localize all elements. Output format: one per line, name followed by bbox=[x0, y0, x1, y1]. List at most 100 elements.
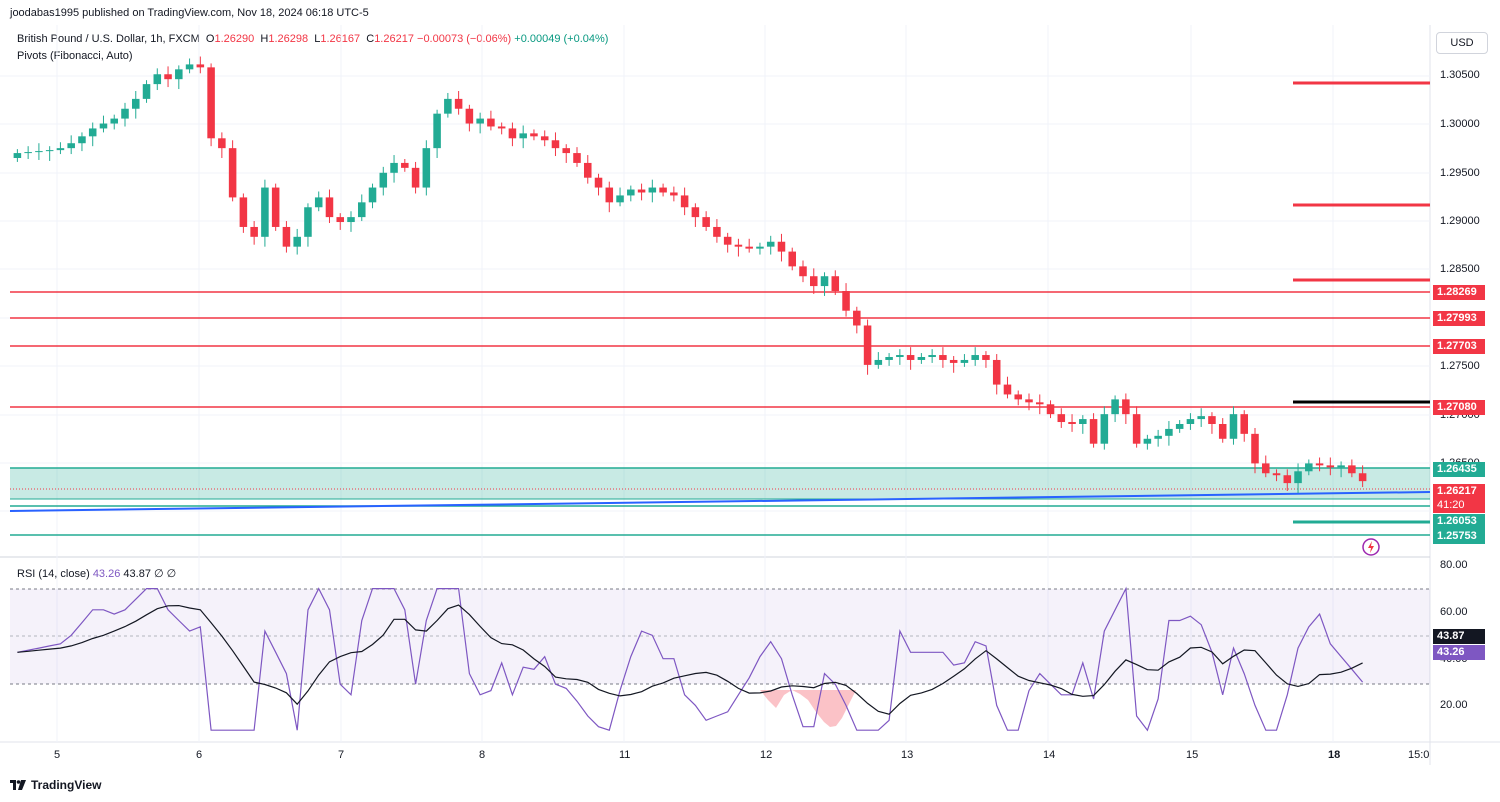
symbol-name[interactable]: British Pound / U.S. Dollar, 1h, FXCM bbox=[17, 33, 200, 45]
candle-down bbox=[853, 310, 861, 326]
candle-up bbox=[304, 207, 312, 237]
candle-down bbox=[1240, 414, 1249, 434]
candle-up bbox=[261, 187, 269, 237]
candle-down bbox=[1003, 384, 1012, 395]
candle-up bbox=[347, 217, 355, 223]
candle-down bbox=[239, 197, 248, 227]
candle-down bbox=[831, 276, 840, 291]
candle-down bbox=[164, 74, 172, 80]
close-label: C bbox=[366, 33, 375, 45]
candle-down bbox=[1014, 394, 1023, 400]
rsi-ma-value: 43.87 bbox=[123, 568, 151, 580]
candle-down bbox=[1046, 404, 1055, 415]
candle-down bbox=[809, 276, 818, 287]
candle-up bbox=[56, 148, 65, 151]
candle-down bbox=[487, 118, 495, 127]
candle-down bbox=[863, 325, 872, 365]
candle-up bbox=[960, 359, 969, 363]
candle-down bbox=[573, 153, 581, 163]
tradingview-logo-icon bbox=[10, 780, 26, 790]
candle-down bbox=[1251, 433, 1259, 464]
candle-up bbox=[142, 84, 151, 99]
publisher-credit: joodabas1995 published on TradingView.co… bbox=[10, 7, 369, 19]
rsi-ma-tag: 43.87 bbox=[1433, 629, 1485, 644]
time-label: 14 bbox=[1043, 749, 1056, 761]
candle-down bbox=[788, 251, 797, 267]
candle-down bbox=[1208, 416, 1216, 424]
price-tick: 1.29000 bbox=[1440, 215, 1480, 227]
price-tag-resistance: 1.27993 bbox=[1433, 311, 1485, 326]
candle-up bbox=[627, 189, 635, 196]
price-tick: 1.27500 bbox=[1440, 360, 1480, 372]
price-gridlines bbox=[0, 75, 1430, 512]
time-label: 5 bbox=[54, 749, 61, 761]
candle-up bbox=[45, 150, 54, 152]
candle-up bbox=[519, 133, 527, 139]
low-value: 1.26167 bbox=[320, 33, 361, 45]
candle-down bbox=[336, 217, 345, 223]
rsi-legend[interactable]: RSI (14, close) 43.26 43.87 ∅ ∅ bbox=[17, 567, 176, 580]
rsi-tick: 80.00 bbox=[1440, 559, 1468, 571]
candle-down bbox=[680, 195, 689, 208]
candle-up bbox=[88, 128, 97, 137]
candle-up bbox=[433, 113, 441, 149]
candle-down bbox=[454, 98, 463, 109]
candle-down bbox=[594, 177, 603, 188]
tradingview-brand: TradingView bbox=[31, 778, 102, 792]
candle-down bbox=[1057, 414, 1066, 423]
candle-down bbox=[1122, 399, 1130, 415]
lightning-icon[interactable] bbox=[1361, 537, 1381, 557]
rsi-tick: 60.00 bbox=[1440, 606, 1468, 618]
time-label: 8 bbox=[479, 749, 486, 761]
candle-up bbox=[110, 118, 119, 124]
candle-up bbox=[648, 187, 657, 193]
candle-down bbox=[691, 207, 700, 218]
low-label: L bbox=[314, 33, 321, 45]
candle-down bbox=[670, 192, 678, 196]
candle-up bbox=[896, 355, 904, 358]
candle-down bbox=[271, 187, 280, 227]
candle-up bbox=[422, 148, 431, 188]
candle-down bbox=[228, 148, 237, 198]
candle-up bbox=[917, 357, 926, 360]
time-label: 12 bbox=[760, 749, 773, 761]
pivots-indicator-label[interactable]: Pivots (Fibonacci, Auto) bbox=[17, 50, 133, 62]
time-label: 15 bbox=[1186, 749, 1199, 761]
high-label: H bbox=[260, 33, 269, 45]
trendline bbox=[9, 491, 1431, 512]
candle-down bbox=[702, 217, 710, 227]
candle-down bbox=[411, 167, 420, 188]
candle-up bbox=[293, 236, 301, 247]
candle-up bbox=[444, 98, 452, 114]
candle-up bbox=[1305, 463, 1313, 472]
time-label: 13 bbox=[901, 749, 914, 761]
change-value: −0.00073 (−0.06%) bbox=[417, 33, 512, 45]
tradingview-logo[interactable]: TradingView bbox=[10, 778, 101, 792]
candle-down bbox=[1218, 424, 1227, 439]
candle-down bbox=[1089, 419, 1098, 444]
candle-up bbox=[153, 74, 162, 85]
candle-up bbox=[1337, 465, 1345, 468]
price-tag-support: 1.25753 bbox=[1433, 529, 1485, 544]
candle-down bbox=[992, 359, 1001, 385]
candle-down bbox=[1035, 402, 1044, 405]
change-value-2: +0.00049 (+0.04%) bbox=[514, 33, 609, 45]
candle-up bbox=[1294, 471, 1302, 484]
candle-down bbox=[1348, 465, 1356, 474]
currency-button[interactable]: USD bbox=[1436, 32, 1488, 54]
candle-down bbox=[551, 140, 560, 149]
candle-up bbox=[1175, 424, 1184, 429]
candle-down bbox=[949, 359, 958, 363]
candle-up bbox=[1143, 438, 1152, 444]
candle-down bbox=[939, 355, 947, 360]
candle-up bbox=[1197, 416, 1205, 420]
rsi-value: 43.26 bbox=[92, 568, 121, 580]
candles bbox=[13, 56, 1367, 493]
candle-down bbox=[583, 162, 592, 178]
symbol-legend: British Pound / U.S. Dollar, 1h, FXCM O1… bbox=[17, 33, 608, 45]
candle-down bbox=[540, 136, 549, 141]
candle-up bbox=[756, 246, 764, 249]
candle-down bbox=[659, 187, 667, 193]
candle-down bbox=[1326, 465, 1335, 468]
